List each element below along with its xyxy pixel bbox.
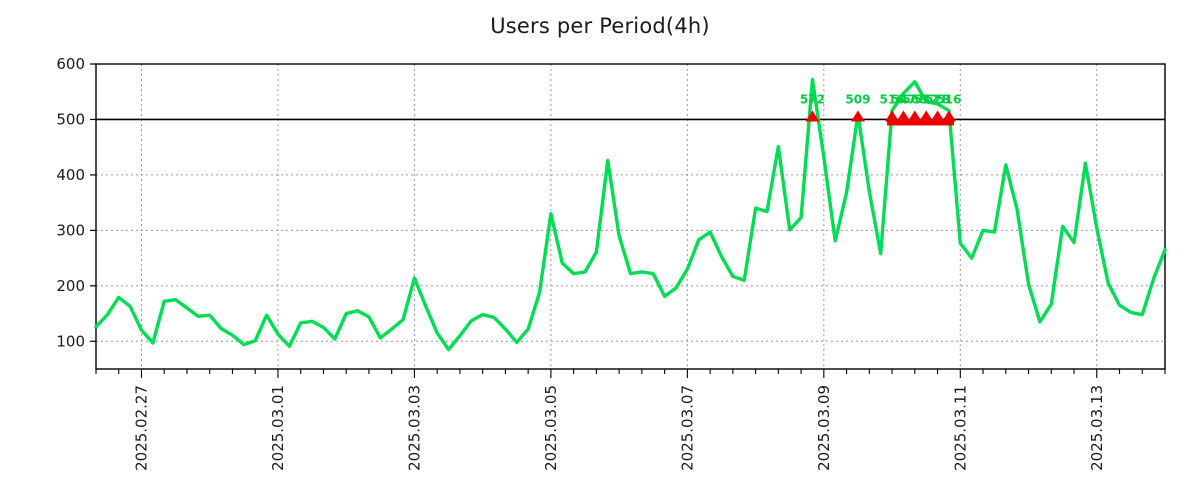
peak-highlight-bar [887,118,954,126]
x-tick-label: 2025.03.03 [405,385,423,471]
peak-marker[interactable] [930,110,945,122]
peak-marker[interactable] [907,110,922,122]
peak-value-label: 528 [925,92,950,106]
x-tick-label: 2025.02.27 [132,385,150,471]
peak-marker[interactable] [805,110,820,122]
peak-value-label: 547 [891,92,916,106]
y-tick-label: 600 [56,55,85,73]
peak-value-label: 509 [845,92,870,106]
x-tick-label: 2025.03.09 [815,385,833,471]
axis-layer [95,63,1166,370]
peak-marker[interactable] [896,110,911,122]
x-tick-label: 2025.03.05 [542,385,560,471]
peak-marker[interactable] [919,110,934,122]
x-tick-label: 2025.03.13 [1088,385,1106,471]
x-tick-label: 2025.03.01 [269,385,287,471]
peak-marker[interactable] [885,110,900,122]
grid-layer [96,64,1165,369]
peak-value-label: 568 [902,92,927,106]
peak-value-label: 572 [800,92,825,106]
x-axis-ticks: 2025.02.27 2025.03.01 2025.03.03 2025.03.05… [95,369,1166,471]
series-line [94,77,1167,352]
x-tick-label: 2025.03.11 [951,385,969,471]
x-tick-label: 2025.03.07 [678,385,696,471]
data-series-layer [94,77,1167,352]
peak-value-label: 532 [914,92,939,106]
y-tick-label: 400 [56,166,85,184]
y-tick-label: 100 [56,332,85,350]
peak-marker[interactable] [941,110,956,122]
y-tick-label: 200 [56,277,85,295]
peak-value-label: 516 [880,92,905,106]
peak-markers [805,110,956,122]
y-tick-label: 500 [56,110,85,128]
y-tick-label: 300 [56,221,85,239]
chart-title: Users per Period(4h) [490,14,710,38]
peak-value-label: 516 [936,92,961,106]
peak-marker[interactable] [850,110,865,122]
y-axis-ticks: 100 200 300 400 500 600 [56,55,96,350]
